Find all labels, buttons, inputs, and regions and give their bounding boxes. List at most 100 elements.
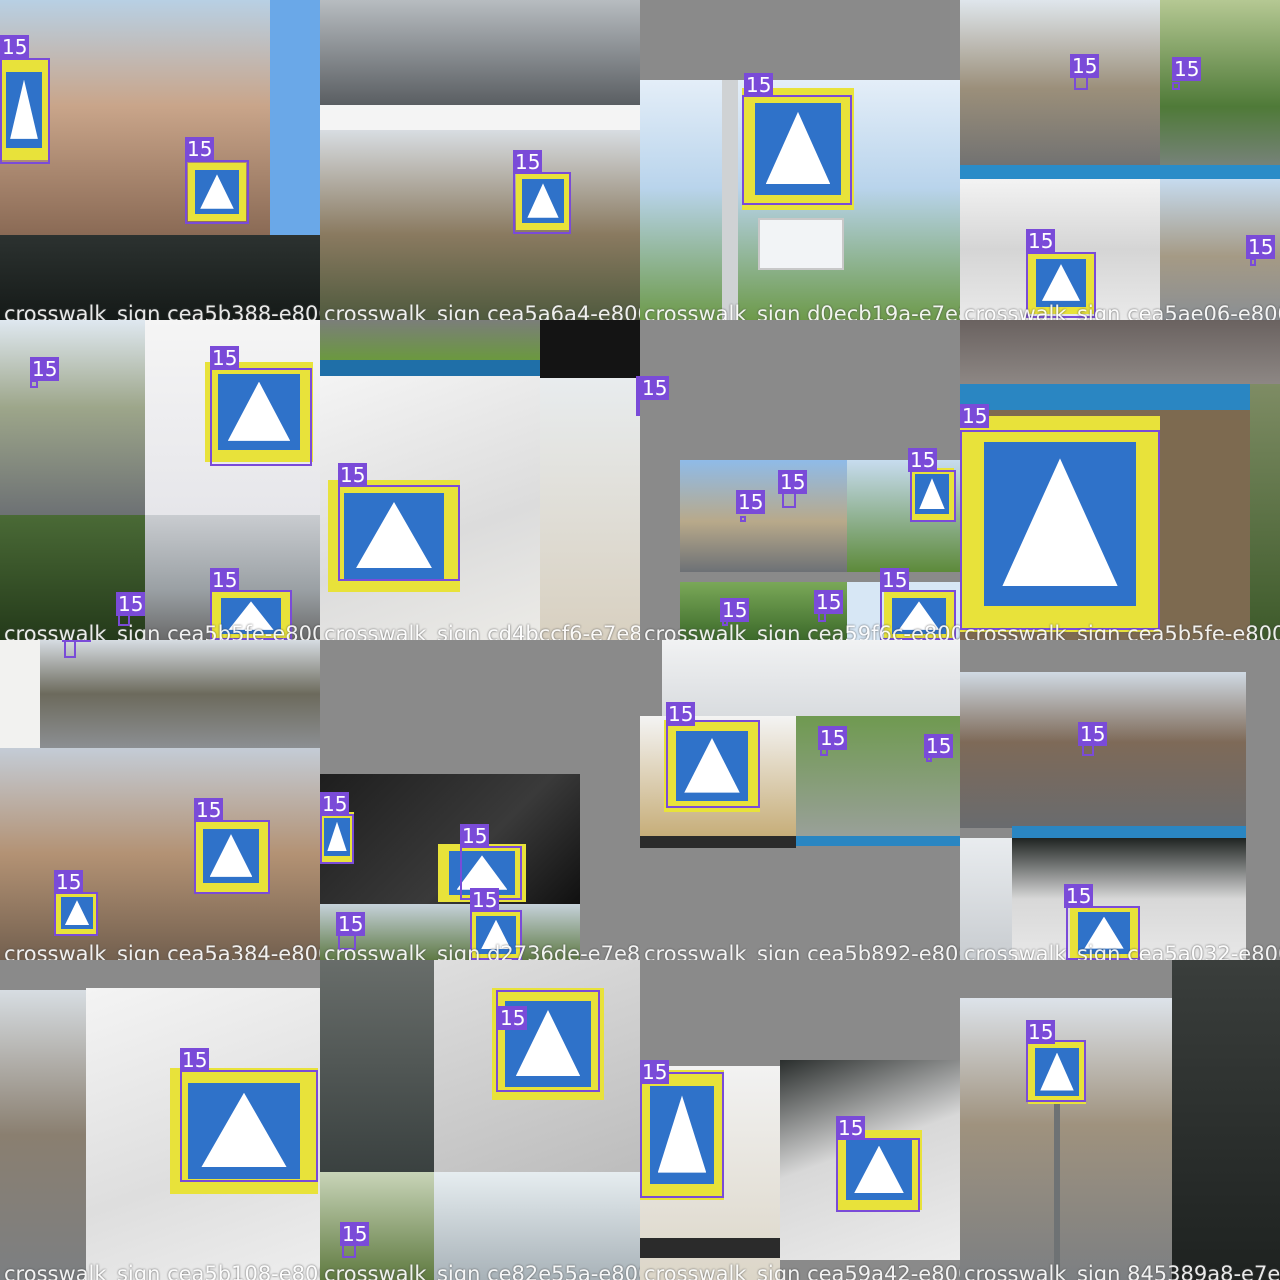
photo-pole xyxy=(1054,1060,1060,1280)
bounding-box xyxy=(740,516,746,522)
photo-trees xyxy=(0,515,145,640)
mosaic-tile: 15 crosswalk_sign cea5b108-e800-11ed-b1f… xyxy=(0,960,320,1280)
bounding-box xyxy=(1066,906,1140,960)
bounding-box xyxy=(180,1070,318,1182)
image-filename: crosswalk_sign d0ecb19a-e7e8-11ed-b1f2-4 xyxy=(644,302,960,320)
class-label: 15 xyxy=(460,824,490,848)
class-label: 15 xyxy=(720,598,750,622)
image-filename: crosswalk_sign d2736de-e7e8-11ed-b1f2-4 xyxy=(324,942,640,960)
photo-glasses-sign xyxy=(758,218,844,270)
bounding-box xyxy=(338,485,460,581)
photo-keyboard xyxy=(0,235,320,320)
crosswalk-sign xyxy=(170,1068,318,1194)
crosswalk-sign xyxy=(1070,906,1138,960)
class-label: 15 xyxy=(210,346,240,370)
bounding-box xyxy=(30,380,38,388)
class-label: 15 xyxy=(778,470,808,494)
class-label: 15 xyxy=(1078,722,1108,746)
image-filename: crosswalk_sign cea5ae06-e800-11ed-b1f2-4 xyxy=(964,302,1280,320)
photo-watermark-strip xyxy=(320,105,640,130)
photo-street xyxy=(960,0,1160,178)
bounding-box xyxy=(185,160,249,224)
photo-road xyxy=(680,460,847,572)
mosaic-tile: 15 crosswalk_sign d0ecb19a-e7e8-11ed-b1f… xyxy=(640,0,960,320)
bounding-box xyxy=(210,590,292,640)
class-label: 15 xyxy=(1070,54,1100,78)
mosaic-tile: 15 15 15 crosswalk_sign cea5b892-e800-11… xyxy=(640,640,960,960)
bounding-box xyxy=(64,640,76,658)
bounding-box xyxy=(910,470,956,522)
class-label: 15 xyxy=(338,463,368,487)
bounding-box xyxy=(742,95,852,205)
photo-sky xyxy=(270,0,320,235)
class-label: 15 xyxy=(736,490,766,514)
crosswalk-sign xyxy=(470,910,522,960)
bounding-box xyxy=(960,430,1160,630)
bounding-box xyxy=(666,720,760,808)
bounding-box xyxy=(1026,252,1096,318)
class-label: 15 xyxy=(498,1006,528,1030)
class-label: 15 xyxy=(54,870,84,894)
photo-room xyxy=(434,1172,640,1280)
class-label: 15 xyxy=(1026,1020,1056,1044)
bounding-box xyxy=(640,1072,724,1198)
crosswalk-sign xyxy=(205,362,313,462)
mosaic-tile: 15 15 15 15 15 15 15 crosswalk_sign cea5… xyxy=(640,320,960,640)
photo-road xyxy=(320,0,640,105)
crosswalk-sign xyxy=(0,60,48,160)
mosaic-tile: 15 crosswalk_sign cea5a6a4-e800-11ed-b1f… xyxy=(320,0,640,320)
class-label: 15 xyxy=(0,35,30,59)
bounding-box xyxy=(513,172,571,234)
mosaic-tile: 15 15 15 15 crosswalk_sign cea5ae06-e800… xyxy=(960,0,1280,320)
image-filename: crosswalk_sign cea5a384-e800-11ed-b1f2-4 xyxy=(4,942,320,960)
bounding-box xyxy=(880,590,956,640)
class-label: 15 xyxy=(185,137,215,161)
photo-building xyxy=(1250,384,1280,640)
class-label: 15 xyxy=(880,568,910,592)
photo-watermark-strip xyxy=(1012,826,1246,838)
mosaic-tile: 15 15 15 15 crosswalk_sign cea5b5fe-e800… xyxy=(0,320,320,640)
photo-watermark-strip xyxy=(796,836,960,846)
bounding-box xyxy=(496,990,600,1092)
mosaic-tile: 15 15 crosswalk_sign cea5b388-e800-11ed-… xyxy=(0,0,320,320)
class-label: 15 xyxy=(320,792,350,816)
bounding-box xyxy=(194,820,270,894)
mosaic-tile: 15 15 15 crosswalk_sign cea5a384-e800-11… xyxy=(0,640,320,960)
class-label: 15 xyxy=(640,376,670,400)
photo-park xyxy=(1160,0,1280,178)
photo-watermark-strip xyxy=(960,165,1280,179)
bounding-box xyxy=(54,892,98,936)
photo-watermark-strip xyxy=(960,384,1250,410)
bounding-box xyxy=(782,492,796,508)
class-label: 15 xyxy=(1172,57,1202,81)
class-label: 15 xyxy=(640,1060,670,1084)
mosaic-tile: 15 15 crosswalk_sign cea59a42-e800-11ed-… xyxy=(640,960,960,1280)
bounding-box xyxy=(836,1138,920,1212)
photo-street xyxy=(40,640,320,748)
class-label: 15 xyxy=(814,590,844,614)
image-filename: crosswalk_sign cea5b892-e800-11ed-b1f2-4 xyxy=(644,942,960,960)
bounding-box xyxy=(210,368,312,466)
image-filename: crosswalk_sign cea5b5fe-e800-11ed-b1f2-4 xyxy=(4,622,320,640)
bounding-box xyxy=(1172,82,1180,90)
crosswalk-sign xyxy=(884,592,954,640)
crosswalk-sign xyxy=(188,163,246,221)
photo-dark xyxy=(540,320,640,378)
crosswalk-sign xyxy=(664,720,760,812)
crosswalk-sign xyxy=(960,416,1160,632)
class-label: 15 xyxy=(1064,884,1094,908)
bounding-box xyxy=(1250,258,1256,266)
image-filename: crosswalk_sign cea5a032-e800-11ed-b1f2-4 xyxy=(964,942,1280,960)
class-label: 15 xyxy=(924,734,954,758)
class-label: 15 xyxy=(636,376,640,400)
mosaic-tile: 15 15 crosswalk_sign cd4bccf6-e7e8-11ed-… xyxy=(320,320,640,640)
mosaic-tile: 15 15 15 15 crosswalk_sign d2736de-e7e8-… xyxy=(320,640,640,960)
photo-room xyxy=(960,838,1012,960)
crosswalk-sign xyxy=(836,1130,922,1210)
class-label: 15 xyxy=(908,448,938,472)
class-label: 15 xyxy=(666,702,696,726)
crosswalk-sign xyxy=(742,88,854,210)
photo-pavement xyxy=(960,320,1280,384)
class-label: 15 xyxy=(210,568,240,592)
class-label: 15 xyxy=(336,912,366,936)
